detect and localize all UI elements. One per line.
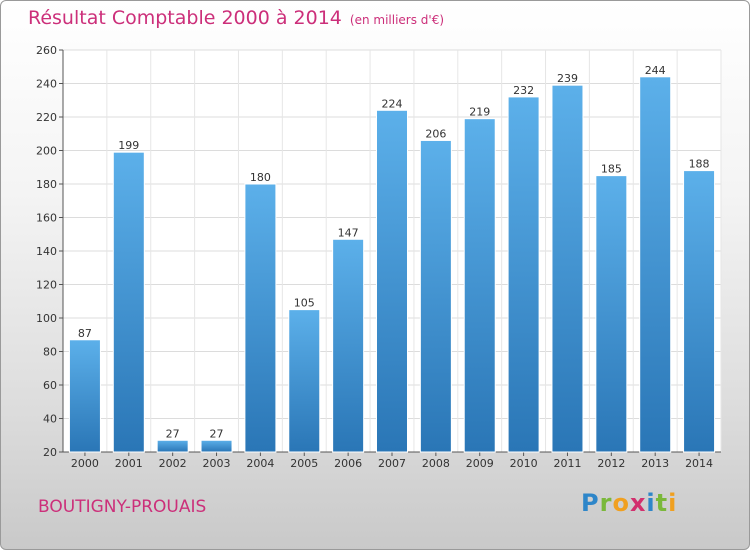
bar-2002 (156, 439, 189, 453)
data-label-2013: 244 (645, 64, 666, 77)
x-tick-label-2012: 2012 (597, 457, 625, 470)
data-label-2012: 185 (601, 163, 622, 176)
y-tick-label: 240 (36, 78, 57, 91)
data-labels: 87 199 27 27 180 105 147 224 206 219 232 239 185 244 1… (78, 64, 710, 440)
bar-2012 (595, 175, 628, 453)
y-tick-label: 160 (36, 212, 57, 225)
bar-2014 (683, 170, 716, 453)
data-label-2002: 27 (166, 427, 180, 440)
x-tick-label-2002: 2002 (159, 457, 187, 470)
y-tick-label: 220 (36, 111, 57, 124)
data-label-2005: 105 (294, 297, 315, 310)
y-tick-label: 120 (36, 279, 57, 292)
x-tick-label-2001: 2001 (115, 457, 143, 470)
bars (68, 76, 716, 453)
y-tick-label: 200 (36, 145, 57, 158)
axes: 20 40 60 80 100 120 140 160 180 200 220 240 260 2000 2… (36, 44, 721, 470)
bar-2011 (551, 84, 584, 453)
y-tick-label: 40 (43, 413, 57, 426)
bar-2000 (68, 339, 101, 453)
data-label-2003: 27 (210, 427, 224, 440)
y-tick-label: 140 (36, 245, 57, 258)
data-label-2009: 219 (469, 106, 490, 119)
bar-2003 (200, 439, 233, 453)
x-tick-label-2000: 2000 (71, 457, 99, 470)
y-tick-label: 60 (43, 379, 57, 392)
y-tick-label: 260 (36, 44, 57, 57)
data-label-2000: 87 (78, 327, 92, 340)
data-label-2014: 188 (689, 158, 710, 171)
x-tick-label-2010: 2010 (510, 457, 538, 470)
y-tick-label: 20 (43, 446, 57, 459)
x-tick-label-2004: 2004 (246, 457, 274, 470)
data-label-2011: 239 (557, 72, 578, 85)
data-label-2007: 224 (382, 97, 403, 110)
x-tick-label-2008: 2008 (422, 457, 450, 470)
chart-title: Résultat Comptable 2000 à 2014 (en millie… (28, 7, 444, 29)
x-tick-label-2013: 2013 (641, 457, 669, 470)
y-tick-label: 100 (36, 312, 57, 325)
chart-title-text: Résultat Comptable 2000 à 2014 (28, 7, 342, 29)
x-tick-label-2007: 2007 (378, 457, 406, 470)
x-tick-label-2011: 2011 (553, 457, 581, 470)
x-tick-label-2014: 2014 (685, 457, 713, 470)
bar-2010 (507, 96, 540, 453)
chart-subtitle: (en milliers d'€) (349, 13, 445, 27)
data-label-2004: 180 (250, 171, 271, 184)
bar-2004 (244, 183, 277, 453)
x-tick-label-2009: 2009 (466, 457, 494, 470)
x-tick-label-2006: 2006 (334, 457, 362, 470)
data-label-2001: 199 (118, 139, 139, 152)
y-tick-label: 80 (43, 346, 57, 359)
x-tick-label-2005: 2005 (290, 457, 318, 470)
commune-name: BOUTIGNY-PROUAIS (38, 497, 207, 517)
bar-2013 (639, 76, 672, 453)
data-label-2010: 232 (513, 84, 534, 97)
bar-2006 (332, 238, 365, 453)
y-tick-label: 180 (36, 178, 57, 191)
data-label-2008: 206 (425, 127, 446, 140)
x-tick-label-2003: 2003 (203, 457, 231, 470)
bar-2001 (112, 151, 145, 453)
bar-2007 (376, 109, 408, 453)
bar-2008 (419, 139, 452, 453)
bar-2009 (463, 118, 496, 453)
bar-2005 (288, 309, 321, 453)
data-label-2006: 147 (338, 226, 359, 239)
proxiti-logo[interactable]: Proxiti (581, 489, 678, 517)
